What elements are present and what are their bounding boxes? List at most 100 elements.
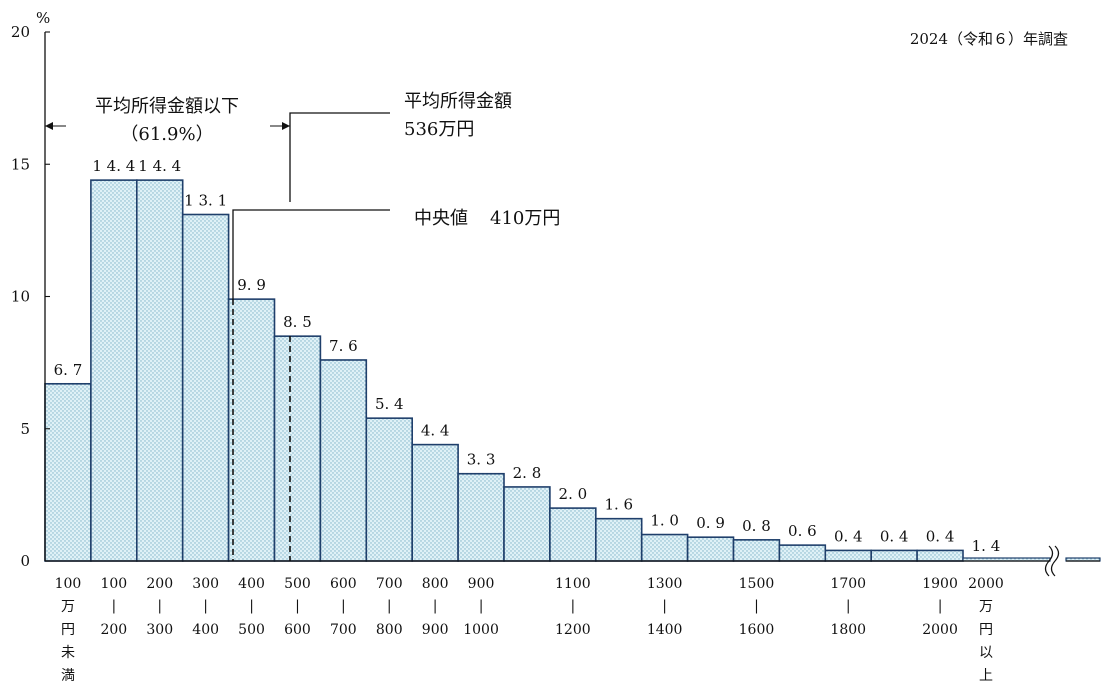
value-label: 1 4. 4 xyxy=(92,157,135,175)
x-tick-label: 200 xyxy=(146,576,173,592)
median-value: 410万円 xyxy=(490,208,560,229)
bar xyxy=(824,549,872,562)
survey-year-note: 2024（令和６）年調査 xyxy=(910,30,1068,48)
x-tick-label: 1300 xyxy=(647,576,683,592)
value-label: 1. 6 xyxy=(604,496,633,514)
x-tick-label: | xyxy=(157,598,162,614)
x-tick-label: 円 xyxy=(61,622,75,638)
value-label: 0. 4 xyxy=(834,527,863,545)
value-label: 1. 4 xyxy=(972,537,1001,555)
bars-group xyxy=(44,179,1101,562)
y-unit-label: % xyxy=(36,9,50,27)
x-tick-label: | xyxy=(249,598,254,614)
bar xyxy=(916,549,964,562)
x-tick-label: | xyxy=(479,598,484,614)
below-mean-annotation: 平均所得金額以下 （61.9%） xyxy=(45,96,290,145)
x-tick-label: 1500 xyxy=(739,576,775,592)
value-label: 0. 4 xyxy=(880,527,909,545)
bar xyxy=(319,359,368,562)
x-tick-label: 1600 xyxy=(739,622,775,638)
y-tick-label: 0 xyxy=(20,552,30,570)
value-label: 1. 0 xyxy=(650,512,679,530)
x-tick-label: 2000 xyxy=(968,576,1004,592)
bar xyxy=(457,472,505,562)
bar xyxy=(44,382,92,562)
x-tick-label: 満 xyxy=(61,668,75,684)
x-tick-label: 上 xyxy=(979,668,993,684)
x-tick-label: | xyxy=(570,598,575,614)
x-tick-label: 2000 xyxy=(922,622,958,638)
median-label: 中央値 xyxy=(414,208,468,229)
y-tick-label: 5 xyxy=(20,420,30,438)
y-axis-ticks-group: 0 5 10 15 20 xyxy=(11,23,50,570)
axis-break-mark xyxy=(1044,545,1060,577)
value-label: 0. 8 xyxy=(742,517,771,535)
value-label: 0. 9 xyxy=(696,514,725,532)
bar xyxy=(181,213,230,562)
x-tick-label: 400 xyxy=(238,576,265,592)
value-label: 7. 6 xyxy=(329,337,358,355)
value-label: 0. 6 xyxy=(788,522,817,540)
x-tick-label: | xyxy=(111,598,116,614)
bar xyxy=(503,486,551,562)
x-tick-label: 200 xyxy=(100,622,127,638)
bar xyxy=(778,544,827,562)
x-tick-label: | xyxy=(938,598,943,614)
bar xyxy=(686,536,735,562)
x-tick-label: | xyxy=(295,598,300,614)
x-tick-label: 100 xyxy=(55,576,82,592)
x-tick-label: 未 xyxy=(61,645,75,661)
bar xyxy=(273,335,322,562)
y-tick-label: 10 xyxy=(11,288,30,306)
below-mean-percent: （61.9%） xyxy=(120,124,213,145)
x-tick-label: 1400 xyxy=(647,622,683,638)
x-tick-label: 400 xyxy=(192,622,219,638)
x-tick-label: 以 xyxy=(979,645,993,661)
mean-annotation: 平均所得金額 536万円 xyxy=(289,91,512,561)
value-label: 5. 4 xyxy=(375,395,404,413)
value-label: 2. 8 xyxy=(513,464,542,482)
x-tick-label: 700 xyxy=(330,622,357,638)
x-tick-label: 900 xyxy=(422,622,449,638)
value-label: 1 4. 4 xyxy=(138,157,181,175)
value-label: 8. 5 xyxy=(283,313,312,331)
x-tick-label: 900 xyxy=(468,576,495,592)
y-tick-label: 20 xyxy=(11,23,30,41)
x-tick-label: 万 xyxy=(61,599,75,615)
x-tick-label: 円 xyxy=(979,622,993,638)
x-tick-label: 800 xyxy=(376,622,403,638)
x-tick-label: | xyxy=(341,598,346,614)
bar xyxy=(90,179,138,562)
x-tick-label: | xyxy=(754,598,759,614)
median-annotation: 中央値 410万円 xyxy=(232,208,560,561)
mean-label: 平均所得金額 xyxy=(404,91,512,112)
x-tick-label: 1900 xyxy=(922,576,958,592)
value-label: 2. 0 xyxy=(559,485,588,503)
below-mean-label: 平均所得金額以下 xyxy=(95,96,239,117)
x-tick-label: 300 xyxy=(146,622,173,638)
value-label: 9. 9 xyxy=(237,276,266,294)
value-label: 6. 7 xyxy=(54,361,83,379)
x-tick-label: | xyxy=(846,598,851,614)
x-tick-label: 1800 xyxy=(830,622,866,638)
x-tick-label: 600 xyxy=(284,622,311,638)
x-tick-label: 1000 xyxy=(463,622,499,638)
bar xyxy=(549,507,597,562)
bar xyxy=(870,549,918,562)
bar xyxy=(365,417,413,562)
x-tick-label: 600 xyxy=(330,576,357,592)
bar xyxy=(732,539,781,562)
value-label: 4. 4 xyxy=(421,422,450,440)
bar xyxy=(594,517,643,562)
x-tick-label: 300 xyxy=(192,576,219,592)
mean-value: 536万円 xyxy=(404,119,474,140)
x-tick-label: 500 xyxy=(238,622,265,638)
x-tick-label: 万 xyxy=(979,599,993,615)
x-tick-label: 100 xyxy=(100,576,127,592)
bar xyxy=(227,298,276,562)
bar xyxy=(136,179,184,562)
x-tick-label: 700 xyxy=(376,576,403,592)
